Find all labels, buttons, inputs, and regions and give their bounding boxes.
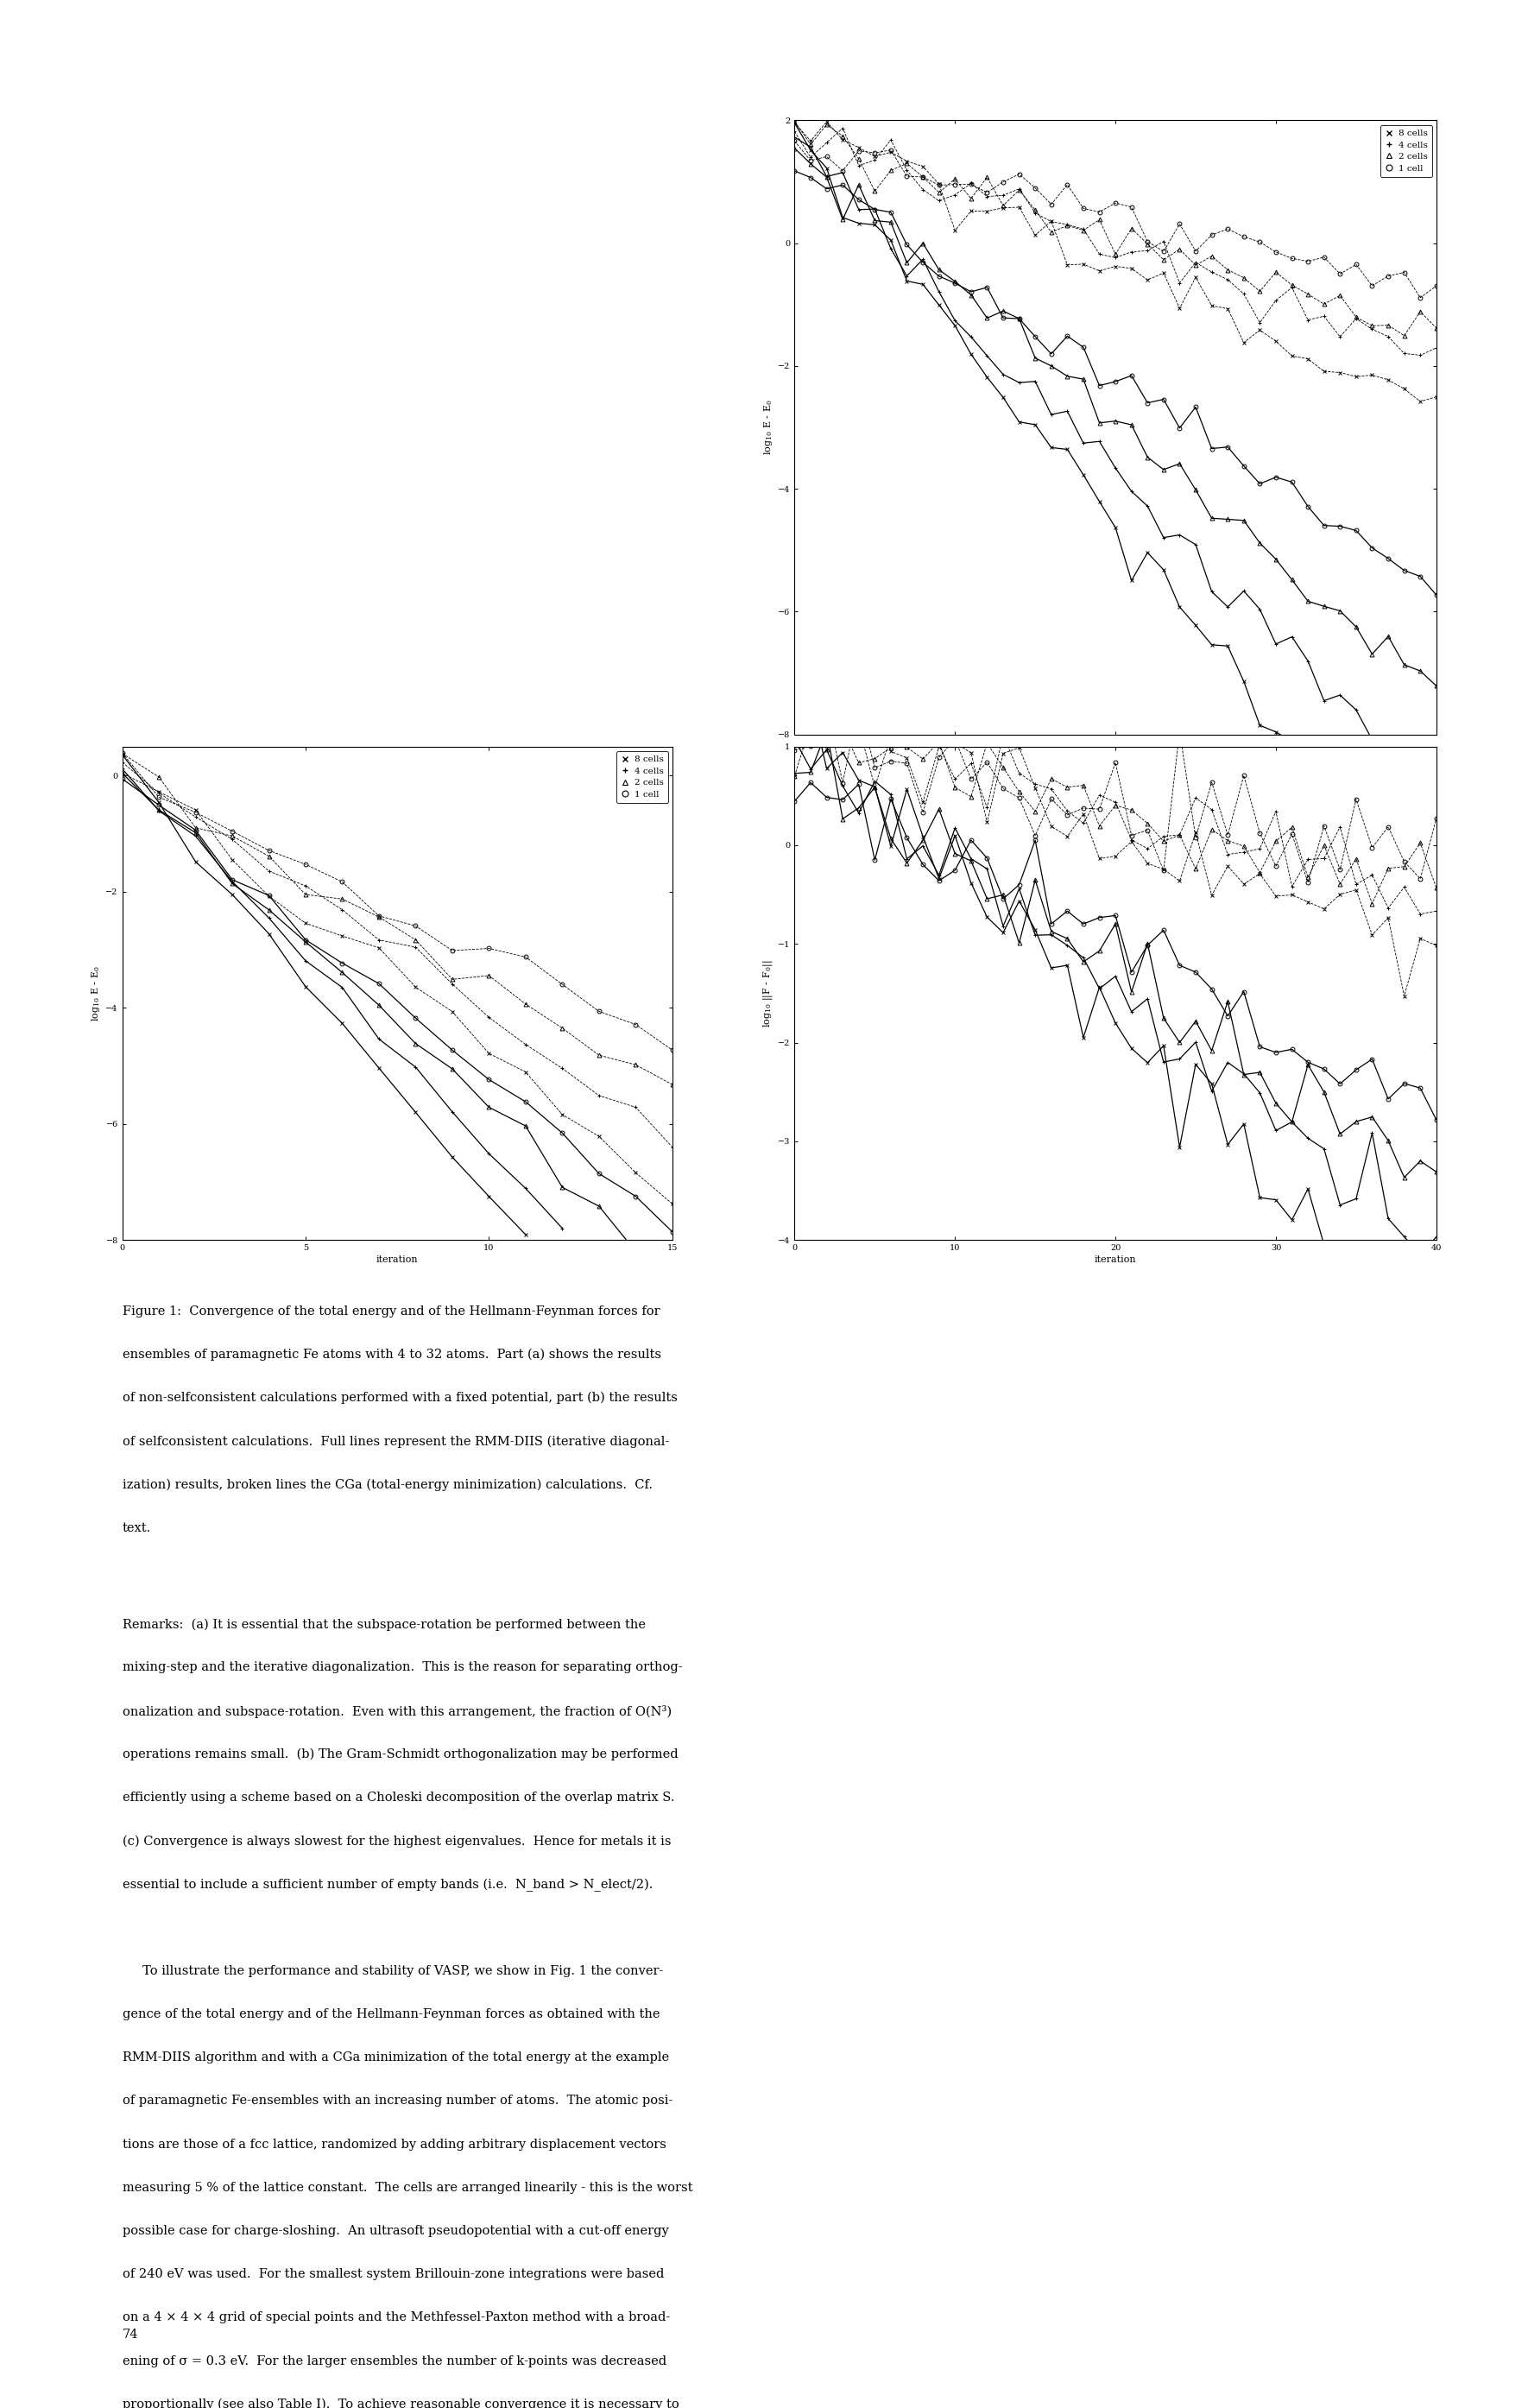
Text: ening of σ = 0.3 eV.  For the larger ensembles the number of k-points was decrea: ening of σ = 0.3 eV. For the larger ense… xyxy=(122,2355,666,2367)
Text: of 240 eV was used.  For the smallest system Brillouin-zone integrations were ba: of 240 eV was used. For the smallest sys… xyxy=(122,2268,663,2280)
Y-axis label: log$_{10}$ E - E$_0$: log$_{10}$ E - E$_0$ xyxy=(762,400,775,455)
Text: of paramagnetic Fe-ensembles with an increasing number of atoms.  The atomic pos: of paramagnetic Fe-ensembles with an inc… xyxy=(122,2095,672,2107)
Text: gence of the total energy and of the Hellmann-Feynman forces as obtained with th: gence of the total energy and of the Hel… xyxy=(122,2008,660,2020)
Text: operations remains small.  (b) The Gram-Schmidt orthogonalization may be perform: operations remains small. (b) The Gram-S… xyxy=(122,1748,678,1760)
Text: on a 4 × 4 × 4 grid of special points and the Methfessel-Paxton method with a br: on a 4 × 4 × 4 grid of special points an… xyxy=(122,2312,669,2324)
Text: Remarks:  (a) It is essential that the subspace-rotation be performed between th: Remarks: (a) It is essential that the su… xyxy=(122,1618,645,1630)
Y-axis label: log$_{10}$ E - E$_0$: log$_{10}$ E - E$_0$ xyxy=(90,966,102,1021)
Text: onalization and subspace-rotation.  Even with this arrangement, the fraction of : onalization and subspace-rotation. Even … xyxy=(122,1705,671,1717)
X-axis label: iteration: iteration xyxy=(376,1255,419,1264)
Y-axis label: log$_{10}$ ||F - F$_0$||: log$_{10}$ ||F - F$_0$|| xyxy=(761,958,775,1028)
Text: efficiently using a scheme based on a Choleski decomposition of the overlap matr: efficiently using a scheme based on a Ch… xyxy=(122,1792,674,1804)
Text: (c) Convergence is always slowest for the highest eigenvalues.  Hence for metals: (c) Convergence is always slowest for th… xyxy=(122,1835,671,1847)
Text: proportionally (see also Table I).  To achieve reasonable convergence it is nece: proportionally (see also Table I). To ac… xyxy=(122,2398,678,2408)
Text: possible case for charge-sloshing.  An ultrasoft pseudopotential with a cut-off : possible case for charge-sloshing. An ul… xyxy=(122,2225,668,2237)
Text: of selfconsistent calculations.  Full lines represent the RMM-DIIS (iterative di: of selfconsistent calculations. Full lin… xyxy=(122,1435,669,1447)
Text: To illustrate the performance and stability of VASP, we show in Fig. 1 the conve: To illustrate the performance and stabil… xyxy=(122,1965,663,1977)
Text: ization) results, broken lines the CGa (total-energy minimization) calculations.: ization) results, broken lines the CGa (… xyxy=(122,1479,652,1491)
Legend: 8 cells, 4 cells, 2 cells, 1 cell: 8 cells, 4 cells, 2 cells, 1 cell xyxy=(1380,125,1432,176)
Legend: 8 cells, 4 cells, 2 cells, 1 cell: 8 cells, 4 cells, 2 cells, 1 cell xyxy=(616,751,668,802)
Text: 74: 74 xyxy=(122,2329,138,2341)
Text: RMM-DIIS algorithm and with a CGa minimization of the total energy at the exampl: RMM-DIIS algorithm and with a CGa minimi… xyxy=(122,2052,669,2064)
Text: mixing-step and the iterative diagonalization.  This is the reason for separatin: mixing-step and the iterative diagonaliz… xyxy=(122,1662,681,1674)
Text: measuring 5 % of the lattice constant.  The cells are arranged linearily - this : measuring 5 % of the lattice constant. T… xyxy=(122,2182,692,2194)
X-axis label: iteration: iteration xyxy=(1094,1255,1137,1264)
Text: tions are those of a fcc lattice, randomized by adding arbitrary displacement ve: tions are those of a fcc lattice, random… xyxy=(122,2138,666,2150)
Text: essential to include a sufficient number of empty bands (i.e.  N_band > N_elect/: essential to include a sufficient number… xyxy=(122,1878,652,1890)
Text: of non-selfconsistent calculations performed with a fixed potential, part (b) th: of non-selfconsistent calculations perfo… xyxy=(122,1392,677,1404)
Text: ensembles of paramagnetic Fe atoms with 4 to 32 atoms.  Part (a) shows the resul: ensembles of paramagnetic Fe atoms with … xyxy=(122,1348,662,1361)
Text: Figure 1:  Convergence of the total energy and of the Hellmann-Feynman forces fo: Figure 1: Convergence of the total energ… xyxy=(122,1305,660,1317)
Text: text.: text. xyxy=(122,1522,151,1534)
